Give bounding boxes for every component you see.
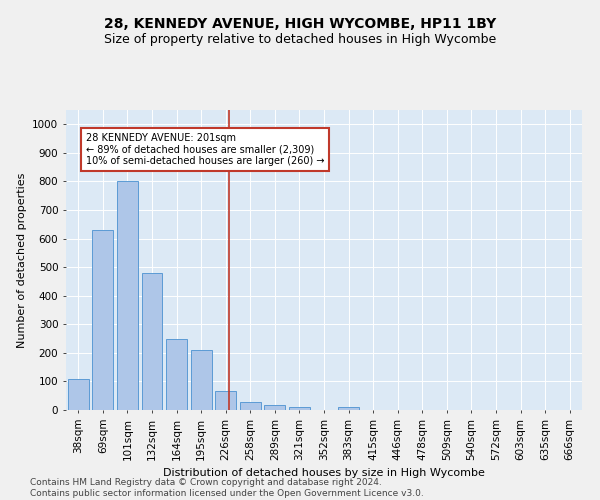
Bar — [240, 402, 261, 410]
Text: Size of property relative to detached houses in High Wycombe: Size of property relative to detached ho… — [104, 32, 496, 46]
Bar — [142, 273, 163, 410]
Bar — [265, 405, 286, 410]
Text: 28, KENNEDY AVENUE, HIGH WYCOMBE, HP11 1BY: 28, KENNEDY AVENUE, HIGH WYCOMBE, HP11 1… — [104, 18, 496, 32]
Bar — [166, 338, 187, 410]
Text: Contains HM Land Registry data © Crown copyright and database right 2024.
Contai: Contains HM Land Registry data © Crown c… — [30, 478, 424, 498]
Bar — [92, 230, 113, 410]
Bar — [191, 350, 212, 410]
Bar — [338, 406, 359, 410]
Bar — [289, 406, 310, 410]
Y-axis label: Number of detached properties: Number of detached properties — [17, 172, 26, 348]
X-axis label: Distribution of detached houses by size in High Wycombe: Distribution of detached houses by size … — [163, 468, 485, 478]
Bar — [68, 378, 89, 410]
Bar — [117, 182, 138, 410]
Text: 28 KENNEDY AVENUE: 201sqm
← 89% of detached houses are smaller (2,309)
10% of se: 28 KENNEDY AVENUE: 201sqm ← 89% of detac… — [86, 133, 324, 166]
Bar — [215, 392, 236, 410]
